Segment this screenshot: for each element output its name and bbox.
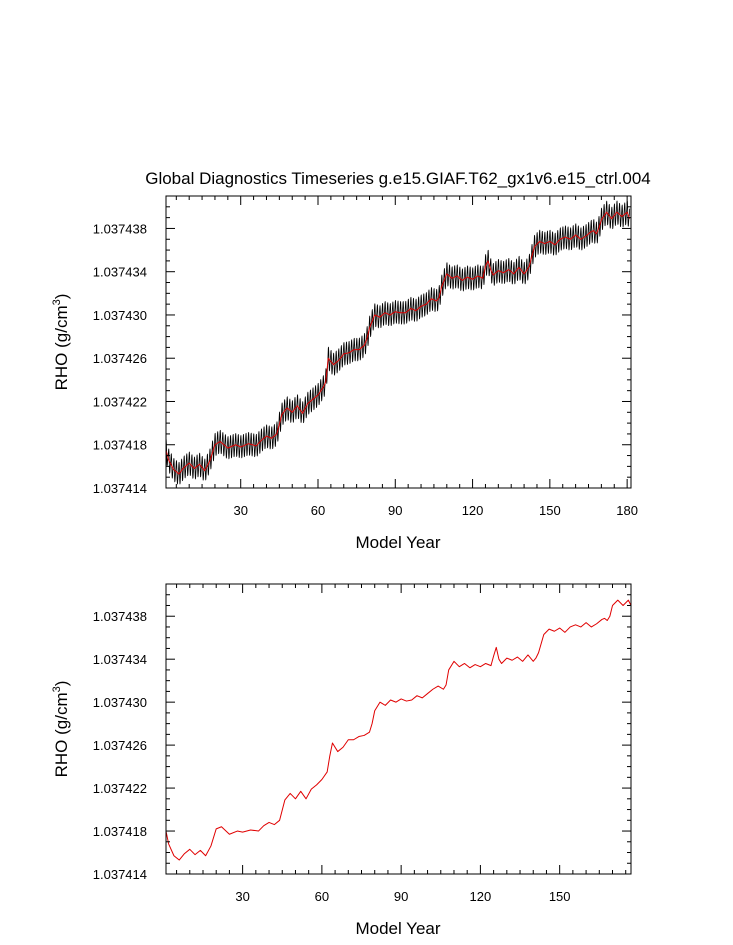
panel-top-y-axis-title-superscript: 3 [51, 299, 63, 305]
panel-top-x-tick-label: 60 [311, 503, 325, 518]
panel-top-y-tick-label: 1.037414 [93, 481, 147, 496]
panel-bottom-y-tick-label: 1.037422 [93, 781, 147, 796]
panel-bottom-y-axis-title-base: RHO (g/cm [52, 692, 71, 777]
panel-bottom-y-tick-label: 1.037414 [93, 867, 147, 882]
panel-bottom-y-tick-label: 1.037438 [93, 609, 147, 624]
panel-bottom-y-tick-label: 1.037426 [93, 738, 147, 753]
panel-top-y-tick-label: 1.037434 [93, 265, 147, 280]
panel-bottom-tick-labels: 30 60 90 120 150 1.037414 1.037418 1.037422 1.03… [93, 609, 571, 904]
panel-top-y-tick-label: 1.037430 [93, 308, 147, 323]
panel-top-y-tick-label: 1.037438 [93, 221, 147, 236]
panel-bottom-x-axis-title: Model Year [355, 919, 440, 938]
panel-bottom-series [165, 599, 632, 861]
panel-top-series [165, 200, 631, 485]
panel-bottom-x-tick-label: 90 [394, 889, 408, 904]
panel-bottom-frame [165, 583, 632, 875]
panel-bottom-y-tick-label: 1.037418 [93, 824, 147, 839]
panel-bottom-series-smoothed [165, 599, 632, 861]
panel-bottom-x-tick-label: 150 [549, 889, 571, 904]
panel-top-x-tick-label: 30 [233, 503, 247, 518]
panel-bottom: 30 60 90 120 150 1.037414 1.037418 1.037422 1.03… [51, 583, 632, 938]
panel-top-tick-labels: 30 60 90 120 150 180 1.037414 1.037418 1.037422 1… [93, 221, 638, 518]
panel-top-x-tick-label: 150 [539, 503, 561, 518]
panel-top: 30 60 90 120 150 180 1.037414 1.037418 1.037422 1… [51, 195, 638, 552]
panel-bottom-x-tick-label: 60 [315, 889, 329, 904]
panel-top-x-tick-label: 90 [388, 503, 402, 518]
panel-top-y-tick-label: 1.037422 [93, 394, 147, 409]
panel-bottom-x-tick-label: 120 [470, 889, 492, 904]
panel-bottom-y-tick-label: 1.037434 [93, 652, 147, 667]
figure-title: Global Diagnostics Timeseries g.e15.GIAF… [145, 169, 651, 188]
panel-top-x-axis-title: Model Year [355, 533, 440, 552]
panel-top-y-axis-title-base: RHO (g/cm [52, 305, 71, 390]
panel-bottom-y-axis-title-superscript: 3 [51, 686, 63, 692]
panel-bottom-y-axis-title: RHO (g/cm3) [51, 681, 71, 778]
panel-top-series-smoothed [165, 211, 631, 475]
panel-top-x-tick-label: 120 [462, 503, 484, 518]
panel-top-frame [165, 195, 632, 489]
panel-bottom-y-axis-title-suffix: ) [52, 681, 71, 687]
panel-top-x-tick-label: 180 [616, 503, 638, 518]
panel-top-series-monthly [165, 200, 631, 485]
panel-bottom-y-tick-label: 1.037430 [93, 695, 147, 710]
panel-top-y-axis-title-suffix: ) [52, 294, 71, 300]
panel-bottom-ticks [166, 583, 631, 875]
panel-top-y-tick-label: 1.037426 [93, 351, 147, 366]
panel-top-y-tick-label: 1.037418 [93, 438, 147, 453]
panel-bottom-x-tick-label: 30 [235, 889, 249, 904]
panel-top-y-axis-title: RHO (g/cm3) [51, 294, 71, 391]
